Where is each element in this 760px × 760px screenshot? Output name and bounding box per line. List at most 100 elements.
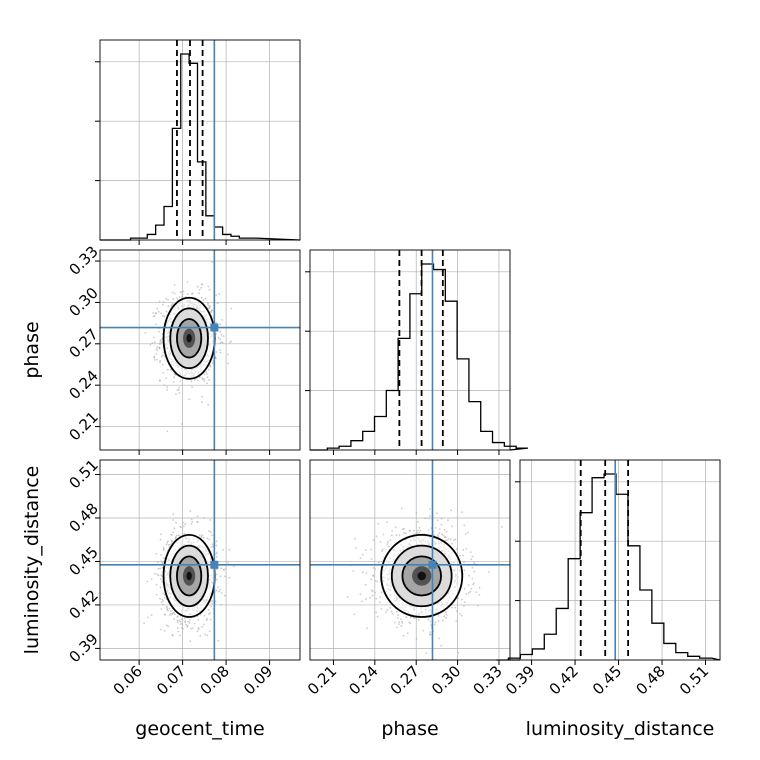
- density-phase-vs-luminosity-distance-contour-1: [390, 544, 453, 608]
- density-phase-vs-luminosity-distance-sample-point: [451, 606, 453, 609]
- density-geocent-time-vs-luminosity-distance-sample-point: [166, 607, 169, 610]
- density-geocent-time-vs-phase-sample-point: [178, 392, 181, 394]
- density-geocent-time-vs-phase-sample-point: [188, 398, 191, 401]
- density-geocent-time-vs-luminosity-distance-sample-point: [188, 622, 191, 624]
- density-geocent-time-vs-phase-sample-point: [208, 379, 211, 381]
- density-geocent-time-vs-phase-sample-point: [186, 281, 189, 283]
- density-geocent-time-vs-luminosity-distance-sample-point: [211, 602, 214, 605]
- density-phase-vs-luminosity-distance-sample-point: [375, 611, 377, 614]
- density-phase-vs-luminosity-distance-sample-point: [380, 607, 383, 610]
- density-geocent-time-vs-luminosity-distance-sample-point: [219, 588, 221, 591]
- density-geocent-time-vs-phase-sample-point: [230, 340, 233, 343]
- density-geocent-time-vs-phase-sample-point: [187, 293, 189, 296]
- density-phase-vs-luminosity-distance-sample-point: [453, 539, 455, 541]
- density-geocent-time-vs-luminosity-distance-sample-point: [172, 519, 175, 521]
- density-geocent-time-vs-luminosity-distance-sample-point: [177, 630, 180, 633]
- density-geocent-time-vs-luminosity-distance-sample-point: [176, 627, 179, 630]
- density-geocent-time-vs-luminosity-distance-sample-point: [200, 535, 203, 538]
- density-phase-vs-luminosity-distance-sample-point: [379, 540, 382, 543]
- density-geocent-time-vs-phase-sample-point: [144, 332, 147, 334]
- density-phase-vs-luminosity-distance-sample-point: [366, 627, 368, 630]
- density-geocent-time-vs-luminosity-distance-sample-point: [215, 556, 218, 558]
- density-geocent-time-vs-phase-sample-point: [166, 430, 169, 433]
- density-phase-vs-luminosity-distance-sample-point: [451, 525, 453, 528]
- density-phase-vs-luminosity-distance-sample-point: [365, 598, 367, 601]
- density-phase-vs-luminosity-distance-sample-point: [372, 539, 375, 541]
- density-geocent-time-vs-phase-sample-point: [157, 310, 160, 313]
- density-phase-vs-luminosity-distance-sample-point: [393, 621, 396, 624]
- density-phase-vs-luminosity-distance-sample-point: [447, 538, 450, 540]
- density-geocent-time-vs-phase-sample-point: [179, 291, 182, 294]
- density-geocent-time-vs-phase-sample-point: [198, 292, 201, 295]
- density-geocent-time-vs-phase-sample-point: [227, 362, 230, 365]
- density-geocent-time-vs-phase-sample-point: [179, 380, 181, 383]
- density-geocent-time-vs-luminosity-distance-sample-point: [196, 515, 199, 518]
- density-geocent-time-vs-luminosity-distance-sample-point: [217, 586, 219, 588]
- density-geocent-time-vs-luminosity-distance-sample-point: [160, 608, 163, 610]
- density-geocent-time-vs-phase-sample-point: [204, 297, 207, 300]
- density-geocent-time-vs-phase-sample-point: [220, 333, 223, 336]
- density-phase-vs-luminosity-distance-sample-point: [459, 612, 461, 615]
- density-geocent-time-vs-phase-ytick-label-1: 0.24: [65, 367, 101, 403]
- density-phase-vs-luminosity-distance-sample-point: [375, 535, 378, 538]
- hist-phase-bars: [310, 263, 528, 451]
- density-geocent-time-vs-luminosity-distance-sample-point: [202, 536, 205, 539]
- density-geocent-time-vs-luminosity-distance-sample-point: [211, 600, 213, 602]
- density-geocent-time-vs-phase-sample-point: [205, 371, 208, 374]
- density-geocent-time-vs-phase-sample-point: [196, 285, 199, 288]
- density-phase-vs-luminosity-distance-sample-point: [370, 548, 372, 551]
- density-phase-vs-luminosity-distance-sample-point: [401, 622, 404, 624]
- density-geocent-time-vs-luminosity-distance-sample-point: [206, 537, 209, 540]
- hist-luminosity-distance-xtick-label-1: 0.42: [546, 662, 582, 698]
- density-phase-vs-luminosity-distance-sample-point: [419, 529, 422, 532]
- density-phase-vs-luminosity-distance-sample-point: [457, 652, 460, 654]
- density-geocent-time-vs-luminosity-distance-sample-point: [197, 618, 200, 621]
- density-geocent-time-vs-luminosity-distance-sample-point: [161, 580, 164, 583]
- density-geocent-time-vs-luminosity-distance-sample-point: [167, 543, 170, 546]
- density-geocent-time-vs-phase-sample-point: [172, 298, 175, 300]
- density-phase-vs-luminosity-distance-sample-point: [440, 644, 443, 647]
- density-phase-vs-luminosity-distance-sample-point: [382, 533, 385, 536]
- density-geocent-time-vs-phase-sample-point: [156, 358, 159, 361]
- density-phase-vs-luminosity-distance-contour-2: [401, 555, 442, 597]
- density-geocent-time-vs-phase-sample-point: [219, 323, 222, 326]
- density-phase-vs-luminosity-distance-sample-point: [429, 620, 432, 623]
- density-geocent-time-vs-luminosity-distance-sample-point: [160, 554, 162, 556]
- density-phase-vs-luminosity-distance-sample-point: [369, 596, 372, 599]
- density-geocent-time-vs-luminosity-distance-sample-point: [165, 605, 168, 608]
- density-phase-vs-luminosity-distance-sample-point: [437, 620, 440, 622]
- density-geocent-time-vs-luminosity-distance-sample-point: [215, 540, 218, 543]
- density-geocent-time-vs-luminosity-distance-sample-point: [173, 618, 176, 620]
- density-phase-vs-luminosity-distance-sample-point: [460, 614, 463, 617]
- density-geocent-time-vs-luminosity-distance-density-peak: [186, 571, 192, 581]
- density-geocent-time-vs-phase-sample-point: [176, 297, 178, 299]
- density-geocent-time-vs-phase-sample-point: [175, 393, 177, 395]
- density-phase-vs-luminosity-distance-sample-point: [469, 590, 472, 593]
- density-geocent-time-vs-luminosity-distance-sample-point: [159, 567, 162, 570]
- density-phase-vs-luminosity-distance-sample-point: [469, 551, 472, 553]
- density-phase-vs-luminosity-distance-sample-point: [417, 529, 419, 532]
- density-phase-vs-luminosity-distance-sample-point: [445, 616, 447, 619]
- density-phase-vs-luminosity-distance-xtick-label-2: 0.27: [387, 662, 423, 698]
- density-phase-vs-luminosity-distance-sample-point: [372, 575, 375, 577]
- density-geocent-time-vs-luminosity-distance-sample-point: [199, 635, 202, 637]
- density-geocent-time-vs-luminosity-distance-sample-point: [171, 613, 174, 615]
- x-axis-label-geocent-time: geocent_time: [135, 718, 264, 740]
- density-geocent-time-vs-phase-sample-point: [215, 321, 218, 324]
- density-phase-vs-luminosity-distance-sample-point: [454, 606, 457, 609]
- density-phase-vs-luminosity-distance-sample-point: [359, 557, 362, 559]
- density-geocent-time-vs-luminosity-distance-sample-point: [154, 572, 157, 575]
- density-geocent-time-vs-luminosity-distance-sample-point: [211, 543, 214, 546]
- density-phase-vs-luminosity-distance-xtick-label-4: 0.33: [469, 662, 505, 698]
- density-phase-vs-luminosity-distance-sample-point: [478, 594, 481, 596]
- density-geocent-time-vs-luminosity-distance-sample-point: [171, 633, 174, 636]
- density-phase-vs-luminosity-distance-sample-point: [401, 507, 403, 510]
- density-phase-vs-luminosity-distance-contour-0: [380, 533, 464, 618]
- density-phase-vs-luminosity-distance-sample-point: [445, 611, 447, 614]
- density-phase-vs-luminosity-distance-sample-point: [446, 539, 448, 542]
- density-geocent-time-vs-phase-sample-point: [167, 305, 170, 308]
- density-geocent-time-vs-phase-sample-point: [208, 307, 211, 309]
- density-geocent-time-vs-luminosity-distance-sample-point: [215, 544, 218, 547]
- density-phase-vs-luminosity-distance-sample-point: [417, 521, 419, 523]
- density-geocent-time-vs-luminosity-distance-sample-point: [157, 567, 160, 570]
